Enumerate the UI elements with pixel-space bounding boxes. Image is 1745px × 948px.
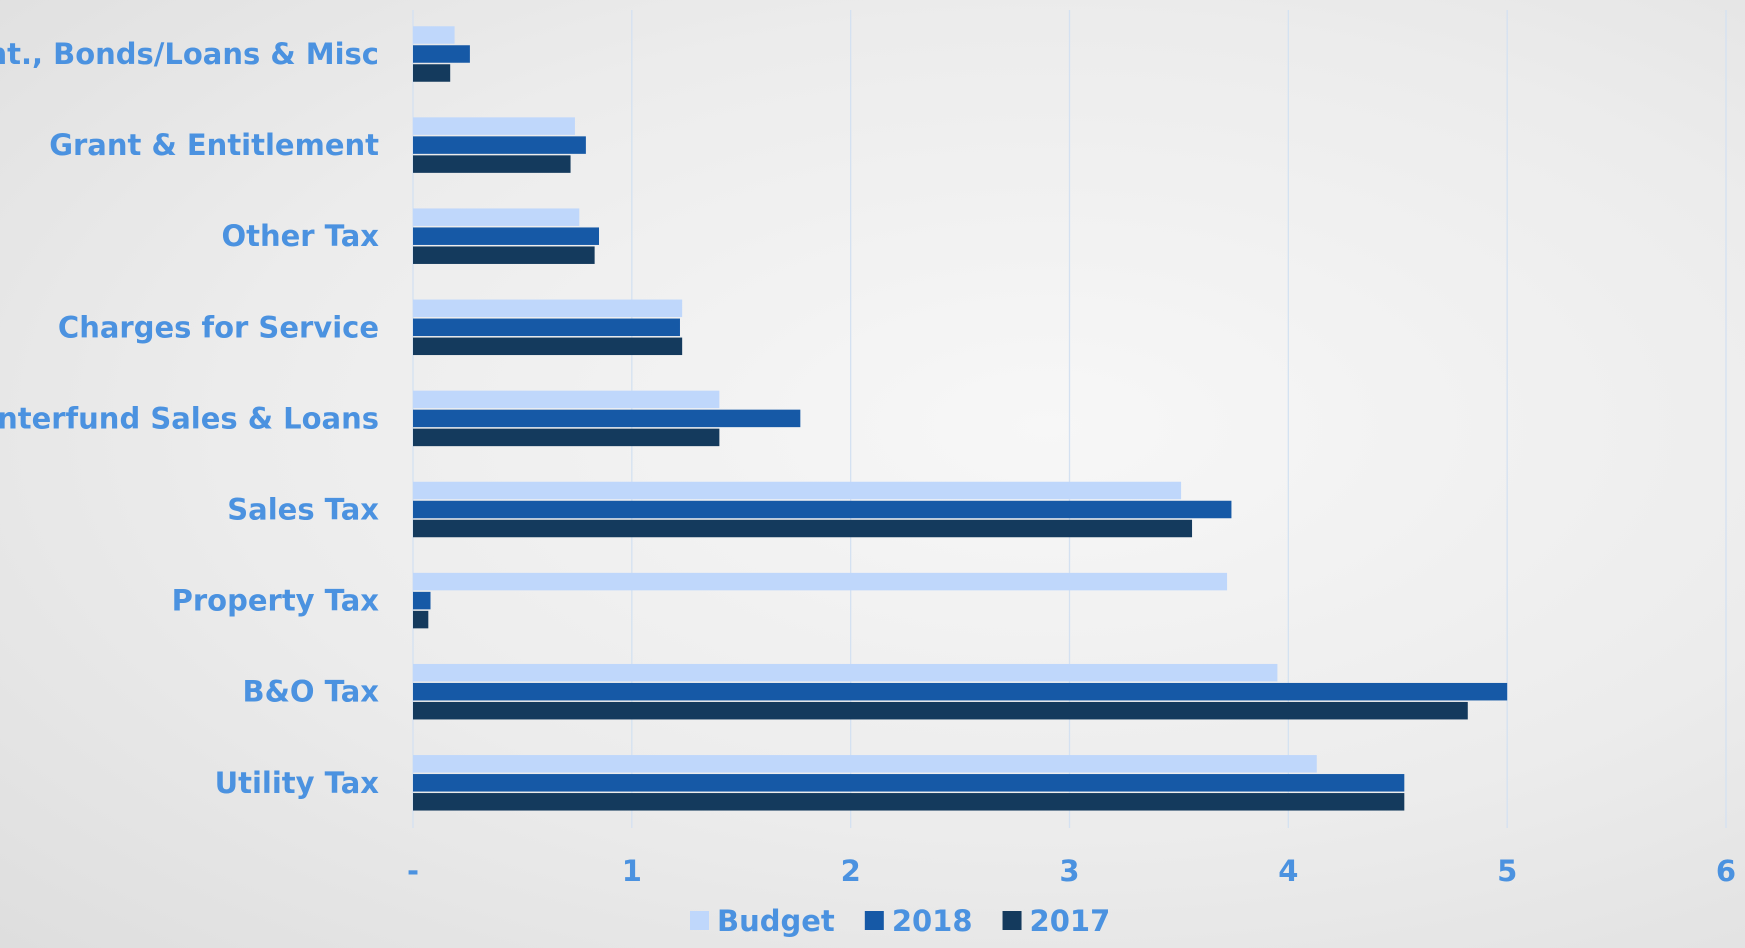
bar-2017-5: [413, 519, 1193, 538]
bar-budget-5: [413, 481, 1182, 500]
legend-label-2017: 2017: [1030, 904, 1111, 938]
gridlines: [412, 10, 1727, 828]
legend-swatch-2018: [864, 911, 884, 930]
category-label: Sales Tax: [227, 493, 379, 527]
bar-budget-8: [413, 755, 1317, 773]
x-tick-label: 3: [1059, 854, 1079, 888]
category-label: Interfund Sales & Loans: [0, 401, 379, 435]
category-label: Other Tax: [221, 219, 379, 253]
bar-2017-6: [413, 610, 429, 629]
bar-budget-4: [413, 390, 720, 409]
category-label: B&O Tax: [243, 675, 380, 709]
bar-budget-6: [413, 572, 1228, 591]
category-label: Property Tax: [172, 584, 380, 618]
bar-2018-4: [413, 409, 801, 428]
legend-label-2018: 2018: [892, 904, 973, 938]
bar-budget-3: [413, 299, 683, 318]
x-tick-label: 5: [1497, 854, 1517, 888]
category-label: Grant & Entitlement: [49, 128, 379, 162]
category-label: Utility Tax: [215, 766, 380, 800]
legend-swatch-2017: [1002, 911, 1022, 930]
category-labels: Int., Bonds/Loans & Misc Grant & Entitlem…: [0, 37, 379, 800]
bar-2018-6: [413, 591, 431, 610]
bar-2018-1: [413, 136, 586, 154]
bar-2018-8: [413, 774, 1405, 792]
bar-2018-3: [413, 318, 680, 337]
bar-2018-7: [413, 682, 1508, 701]
legend-swatch-budget: [690, 911, 709, 930]
category-label: Int., Bonds/Loans & Misc: [0, 37, 379, 71]
bar-2018-0: [413, 45, 470, 63]
bar-2018-2: [413, 227, 600, 245]
bar-2017-4: [413, 428, 720, 447]
bar-2017-3: [413, 337, 683, 356]
bar-2017-1: [413, 155, 571, 173]
bar-2017-7: [413, 701, 1468, 720]
bar-budget-1: [413, 117, 575, 135]
bar-budget-0: [413, 26, 455, 44]
x-tick-label: 4: [1278, 854, 1298, 888]
x-tick-label: 1: [622, 854, 642, 888]
bar-2018-5: [413, 500, 1232, 519]
legend: Budget 2018 2017: [690, 904, 1110, 938]
bar-2017-0: [413, 64, 451, 82]
x-tick-label: 6: [1716, 854, 1736, 888]
x-tick-label: 2: [841, 854, 861, 888]
bar-budget-2: [413, 208, 580, 226]
x-tick-label: -: [407, 854, 419, 888]
bars: [413, 26, 1508, 811]
bar-2017-2: [413, 246, 595, 264]
legend-label-budget: Budget: [717, 904, 835, 938]
bar-budget-7: [413, 663, 1278, 682]
bar-2017-8: [413, 793, 1405, 811]
x-axis-ticks: - 1 2 3 4 5 6: [407, 854, 1736, 888]
category-label: Charges for Service: [58, 310, 379, 344]
